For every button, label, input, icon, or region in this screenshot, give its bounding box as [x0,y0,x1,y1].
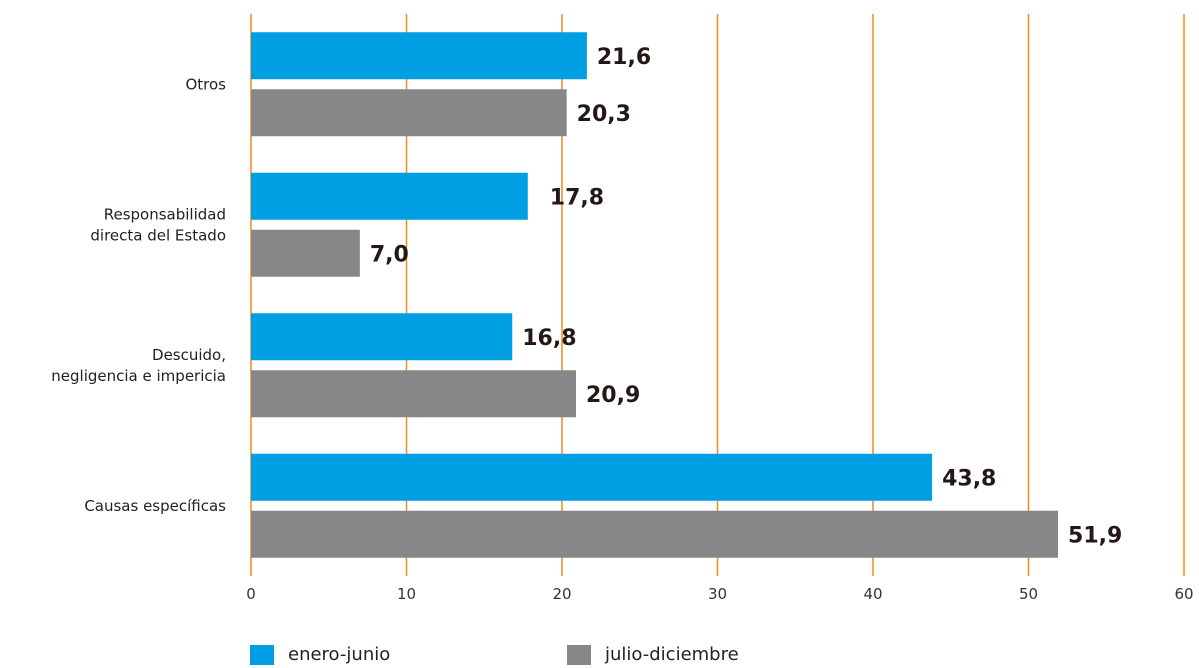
bar-enero-junio [251,32,587,80]
data-label: 43,8 [942,466,996,491]
category-label: Descuido, [152,346,226,364]
category-labels: Otros Responsabilidad directa del Estado De… [51,75,226,515]
legend-swatch-julio-diciembre [567,644,591,665]
bar-julio-diciembre [251,89,567,137]
bar-enero-junio [251,172,528,220]
bar-chart: Otros Responsabilidad directa del Estado De… [51,14,1194,603]
x-tick-label: 10 [397,585,416,603]
data-label: 17,8 [550,185,604,210]
legend-swatch-enero-junio [250,644,274,665]
data-label: 21,6 [597,45,651,70]
x-tick-label: 40 [863,585,882,603]
legend-label-julio-diciembre: julio-diciembre [605,644,739,665]
bar-julio-diciembre [251,229,360,277]
x-tick-labels: 0 10 20 30 40 50 60 [246,585,1193,603]
x-tick-label: 0 [246,585,256,603]
bar-enero-junio [251,453,933,501]
bar-julio-diciembre [251,510,1059,558]
x-tick-label: 50 [1019,585,1038,603]
bar-enero-junio [251,313,513,361]
x-tick-label: 60 [1174,585,1193,603]
category-label: Causas específicas [84,497,226,515]
bars [251,32,1059,558]
category-label: directa del Estado [90,226,226,244]
data-label: 20,3 [577,102,631,127]
x-tick-label: 20 [552,585,571,603]
legend-label-enero-junio: enero-junio [288,644,391,665]
data-label: 7,0 [370,242,409,267]
x-tick-label: 30 [708,585,727,603]
category-label: negligencia e impericia [51,367,226,385]
legend-item-enero-junio: enero-junio [250,644,390,665]
legend-item-julio-diciembre: julio-diciembre [567,644,739,665]
data-label: 20,9 [586,383,640,408]
data-label: 16,8 [522,326,576,351]
category-label: Otros [185,75,226,93]
data-label: 51,9 [1068,523,1122,548]
bar-julio-diciembre [251,370,576,418]
legend: enero-junio julio-diciembre [0,644,1199,668]
category-label: Responsabilidad [104,205,226,223]
data-labels: 21,6 20,3 17,8 7,0 16,8 20,9 43,8 51,9 [370,45,1122,549]
